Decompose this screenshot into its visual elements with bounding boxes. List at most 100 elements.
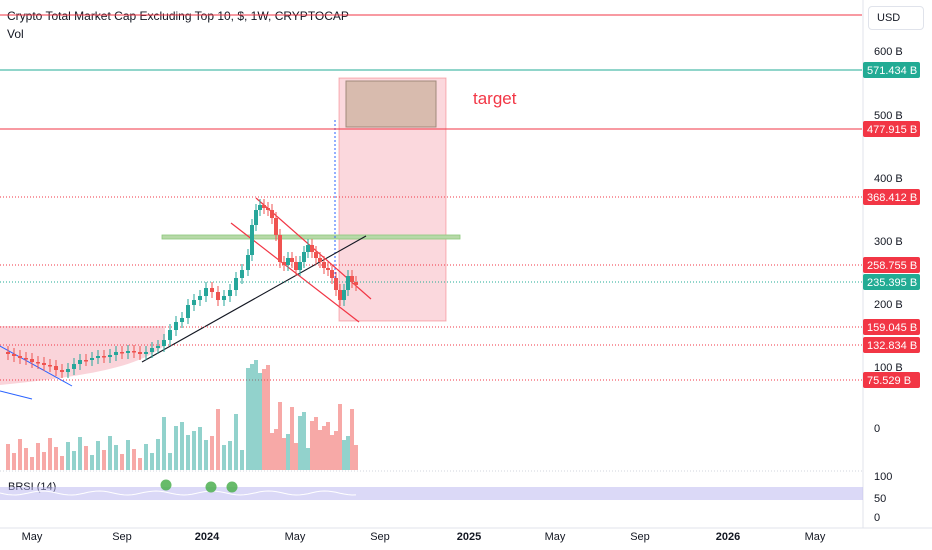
- y-tick-label: 400 B: [874, 173, 903, 185]
- volume-bar: [314, 417, 318, 470]
- volume-bar: [36, 443, 40, 470]
- candle-body: [186, 305, 190, 318]
- candle-body: [114, 352, 118, 355]
- indicator-signal-dot: [226, 481, 238, 493]
- candle-body: [138, 352, 142, 354]
- volume-bar: [162, 417, 166, 470]
- candle-body: [18, 356, 22, 358]
- volume-bar: [326, 422, 330, 470]
- candle-body: [246, 255, 250, 270]
- volume-bar: [240, 450, 244, 470]
- y-tick-label: 200 B: [874, 299, 903, 311]
- volume-bar: [258, 373, 262, 470]
- indicator-signal-dot: [160, 479, 172, 491]
- indicator-tick-label: 100: [874, 471, 892, 483]
- candle-body: [102, 356, 106, 358]
- price-level-badge: [863, 121, 920, 137]
- candle-body: [286, 258, 290, 265]
- candle-body: [54, 366, 58, 370]
- price-level-badge: [863, 257, 920, 273]
- x-tick-label: 2024: [195, 531, 220, 543]
- candle-body: [30, 359, 34, 362]
- candle-body: [156, 346, 160, 348]
- blue-trendline-2: [0, 390, 33, 400]
- volume-bar: [294, 443, 298, 470]
- candle-body: [42, 363, 46, 365]
- candle-body: [294, 262, 298, 270]
- candle-body: [72, 364, 76, 369]
- x-tick-label: Sep: [370, 531, 390, 543]
- price-level-label: 368.412 B: [867, 192, 917, 204]
- candle-body: [258, 205, 262, 210]
- volume-bar: [270, 433, 274, 470]
- candle-body: [326, 268, 330, 270]
- candle-body: [150, 348, 154, 352]
- volume-bar: [186, 435, 190, 470]
- price-level-label: 159.045 B: [867, 322, 917, 334]
- y-tick-label: 500 B: [874, 110, 903, 122]
- candle-body: [216, 292, 220, 300]
- volume-bar: [286, 434, 290, 470]
- candle-body: [334, 278, 338, 290]
- volume-bar: [132, 449, 136, 470]
- candle-body: [234, 278, 238, 290]
- volume-bar: [216, 409, 220, 470]
- volume-bar: [346, 436, 350, 470]
- volume-bar: [6, 444, 10, 470]
- indicator-band: [0, 487, 863, 500]
- candle-body: [270, 210, 274, 218]
- price-level-badge: [863, 62, 920, 78]
- candle-body: [24, 358, 28, 360]
- volume-bar: [262, 369, 266, 470]
- y-tick-label: 100 B: [874, 362, 903, 374]
- candle-body: [60, 370, 64, 372]
- volume-bar: [144, 444, 148, 470]
- candle-body: [250, 225, 254, 255]
- volume-bar: [72, 451, 76, 470]
- candle-body: [354, 282, 358, 285]
- candle-body: [162, 340, 166, 346]
- price-level-label: 132.834 B: [867, 340, 917, 352]
- volume-bar: [156, 439, 160, 470]
- price-level-badge: [863, 372, 920, 388]
- candle-body: [266, 208, 270, 210]
- volume-bar: [12, 453, 16, 470]
- volume-bar: [334, 431, 338, 470]
- candle-body: [192, 300, 196, 305]
- price-level-badge: [863, 189, 920, 205]
- candle-body: [12, 354, 16, 356]
- volume-bar: [298, 416, 302, 470]
- volume-bar: [222, 445, 226, 470]
- currency-button[interactable]: USD: [868, 6, 924, 30]
- x-tick-label: May: [805, 531, 826, 543]
- candle-body: [262, 205, 266, 208]
- y-tick-label: 600 B: [874, 46, 903, 58]
- volume-bar: [330, 435, 334, 470]
- x-tick-label: May: [285, 531, 306, 543]
- candle-body: [168, 330, 172, 340]
- volume-bar: [310, 421, 314, 470]
- volume-label: Vol: [7, 27, 24, 41]
- volume-bar: [54, 447, 58, 470]
- volume-bar: [198, 427, 202, 470]
- candle-body: [350, 276, 354, 282]
- support-trendline: [141, 235, 367, 363]
- volume-bar: [278, 402, 282, 470]
- volume-bar: [114, 445, 118, 470]
- candle-body: [282, 262, 286, 265]
- volume-bar: [150, 453, 154, 470]
- volume-bar: [350, 409, 354, 470]
- candle-body: [78, 360, 82, 364]
- volume-bar: [306, 448, 310, 470]
- lower-channel-zone: [0, 326, 165, 385]
- volume-bar: [84, 446, 88, 470]
- price-level-label: 571.434 B: [867, 65, 917, 77]
- indicator-signal-dot: [205, 481, 217, 493]
- indicator-line: [0, 490, 357, 496]
- candle-body: [66, 369, 70, 372]
- candle-body: [96, 356, 100, 358]
- candle-body: [338, 290, 342, 300]
- candle-body: [298, 262, 302, 270]
- candle-body: [228, 290, 232, 296]
